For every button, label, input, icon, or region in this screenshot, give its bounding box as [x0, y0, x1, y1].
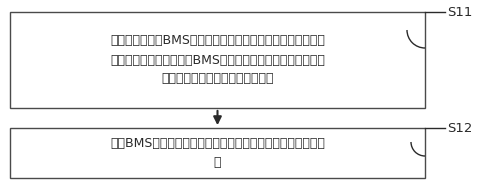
Text: S11: S11 [446, 7, 471, 20]
Text: 况: 况 [213, 156, 221, 169]
Text: 据预设时间间隔分别唤醒BMS，后一时间段内的预设时间间隔: 据预设时间间隔分别唤醒BMS，后一时间段内的预设时间间隔 [110, 53, 324, 66]
Text: 在电源管理系统BMS处于休眠状态时，在预设的多个时间段根: 在电源管理系统BMS处于休眠状态时，在预设的多个时间段根 [110, 35, 324, 48]
Text: S12: S12 [446, 122, 471, 135]
Text: 所述BMS被唤醒后对电池进行检测，根据检测结果判断电池状: 所述BMS被唤醒后对电池进行检测，根据检测结果判断电池状 [110, 137, 324, 150]
Text: 大于前一时间段内的预设时间间隔: 大于前一时间段内的预设时间间隔 [161, 72, 273, 85]
Bar [10, 128, 424, 178]
Bar [10, 12, 424, 108]
